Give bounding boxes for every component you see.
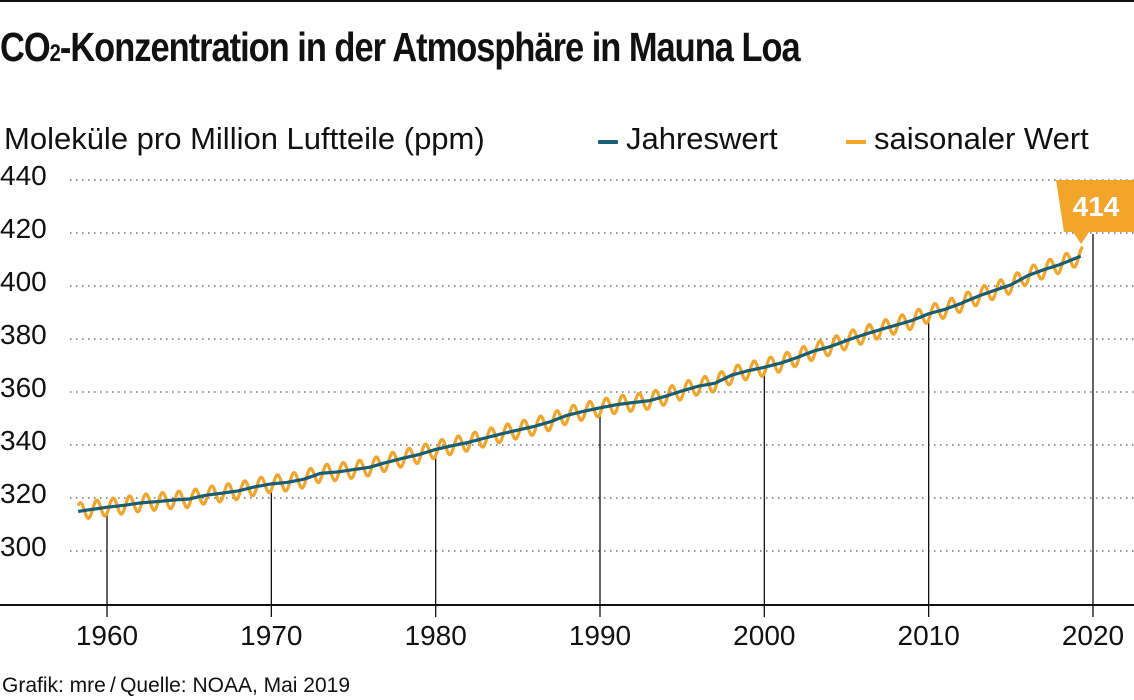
legend-swatch-seasonal: [846, 140, 866, 144]
x-tick-label: 1980: [405, 620, 467, 651]
x-tick-label: 2020: [1062, 620, 1124, 651]
y-axis-label: Moleküle pro Million Luftteile (ppm): [4, 121, 485, 156]
x-tick-labels: 1960 1970 1980 1990 2000 2010 2020: [76, 620, 1124, 651]
x-tick-label: 2010: [898, 620, 960, 651]
title-part-rest: -Konzentration in der Atmosphäre in Maun…: [59, 24, 801, 70]
data-series: [76, 245, 1084, 521]
callout-box: [1056, 180, 1134, 244]
gridlines: [70, 179, 1134, 552]
series-jahreswert: [77, 254, 1082, 514]
legend-swatch-annual: [598, 140, 618, 144]
x-tick-lines: [106, 234, 1094, 617]
y-tick-label: 440: [0, 160, 47, 191]
y-tick-labels: 440 420 400 380 360 340 320 300: [0, 160, 47, 562]
callout-label: 414: [1073, 191, 1120, 222]
y-tick-label: 400: [0, 266, 47, 297]
title-part-co: CO: [0, 24, 51, 70]
y-tick-label: 320: [0, 478, 47, 509]
x-tick-label: 2000: [733, 620, 795, 651]
legend-label-seasonal: saisonaler Wert: [874, 121, 1089, 156]
x-tick-label: 1960: [76, 620, 138, 651]
y-tick-label: 300: [0, 531, 47, 562]
value-callout: 414: [1056, 180, 1134, 244]
y-tick-label: 360: [0, 372, 47, 403]
title-subscript: 2: [49, 40, 61, 67]
y-tick-label: 420: [0, 213, 47, 244]
top-rule: [0, 0, 1134, 2]
source-credit: Grafik: mre / Quelle: NOAA, Mai 2019: [2, 674, 351, 697]
chart-title: CO2-Konzentration in der Atmosphäre in M…: [0, 24, 801, 71]
legend-label-annual: Jahreswert: [626, 121, 778, 156]
series-saisonaler-wert: [76, 245, 1084, 521]
x-tick-label: 1990: [569, 620, 631, 651]
y-tick-label: 380: [0, 319, 47, 350]
x-tick-label: 1970: [240, 620, 302, 651]
y-tick-label: 340: [0, 425, 47, 456]
